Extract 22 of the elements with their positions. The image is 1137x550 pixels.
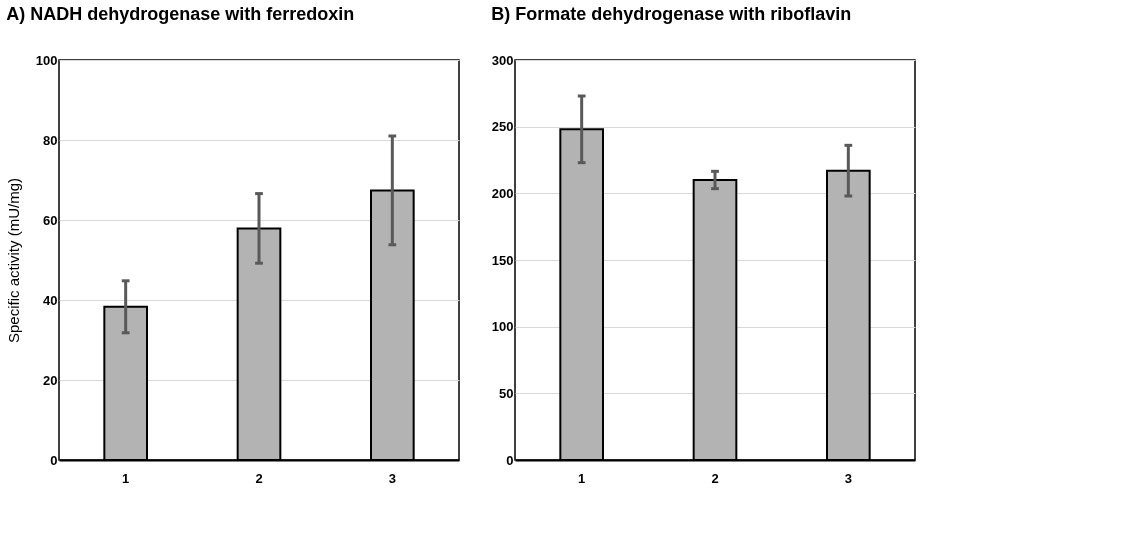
y-tick-label: 40 bbox=[43, 292, 58, 308]
y-tick-label: 50 bbox=[499, 385, 514, 401]
y-tick-label: 0 bbox=[50, 452, 58, 468]
y-tick-label: 300 bbox=[491, 52, 514, 68]
y-tick-label: 100 bbox=[35, 52, 58, 68]
y-tick-label: 20 bbox=[43, 372, 58, 388]
y-tick-label: 250 bbox=[491, 119, 514, 135]
x-tick-label: 1 bbox=[578, 470, 586, 486]
y-tick-label: 200 bbox=[491, 185, 514, 201]
y-tick-label: 60 bbox=[43, 212, 58, 228]
y-tick-label: 150 bbox=[491, 252, 514, 268]
chart-title: B) Formate dehydrogenase with riboflavin bbox=[491, 4, 852, 24]
x-tick-label: 3 bbox=[844, 470, 852, 486]
y-tick-label: 0 bbox=[506, 452, 514, 468]
chart-title: A) NADH dehydrogenase with ferredoxin bbox=[6, 4, 355, 24]
y-axis-title: Specific activity (mU/mg) bbox=[4, 177, 22, 344]
y-tick-label: 80 bbox=[43, 132, 58, 148]
x-tick-label: 1 bbox=[122, 470, 130, 486]
x-tick-label: 2 bbox=[711, 470, 719, 486]
x-tick-label: 2 bbox=[255, 470, 263, 486]
x-tick-label: 3 bbox=[388, 470, 396, 486]
y-tick-label: 100 bbox=[491, 319, 514, 335]
